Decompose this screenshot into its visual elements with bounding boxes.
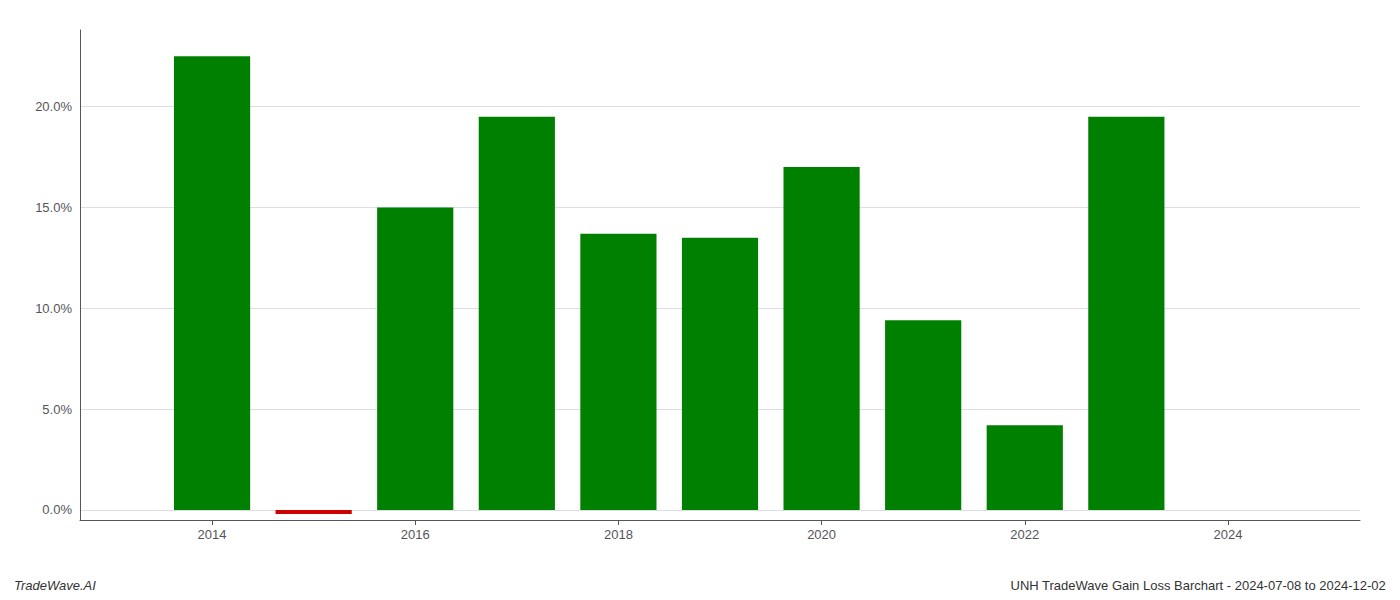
svg-text:0.0%: 0.0% [42, 502, 72, 517]
svg-text:2016: 2016 [401, 527, 430, 542]
svg-text:5.0%: 5.0% [42, 402, 72, 417]
svg-text:10.0%: 10.0% [35, 301, 72, 316]
svg-text:2018: 2018 [604, 527, 633, 542]
svg-text:15.0%: 15.0% [35, 200, 72, 215]
svg-text:2024: 2024 [1213, 527, 1242, 542]
svg-text:2014: 2014 [198, 527, 227, 542]
svg-text:UNH TradeWave Gain Loss Barcha: UNH TradeWave Gain Loss Barchart - 2024-… [1010, 578, 1385, 593]
svg-text:2022: 2022 [1010, 527, 1039, 542]
svg-text:TradeWave.AI: TradeWave.AI [14, 578, 96, 593]
svg-text:2020: 2020 [807, 527, 836, 542]
svg-text:20.0%: 20.0% [35, 99, 72, 114]
